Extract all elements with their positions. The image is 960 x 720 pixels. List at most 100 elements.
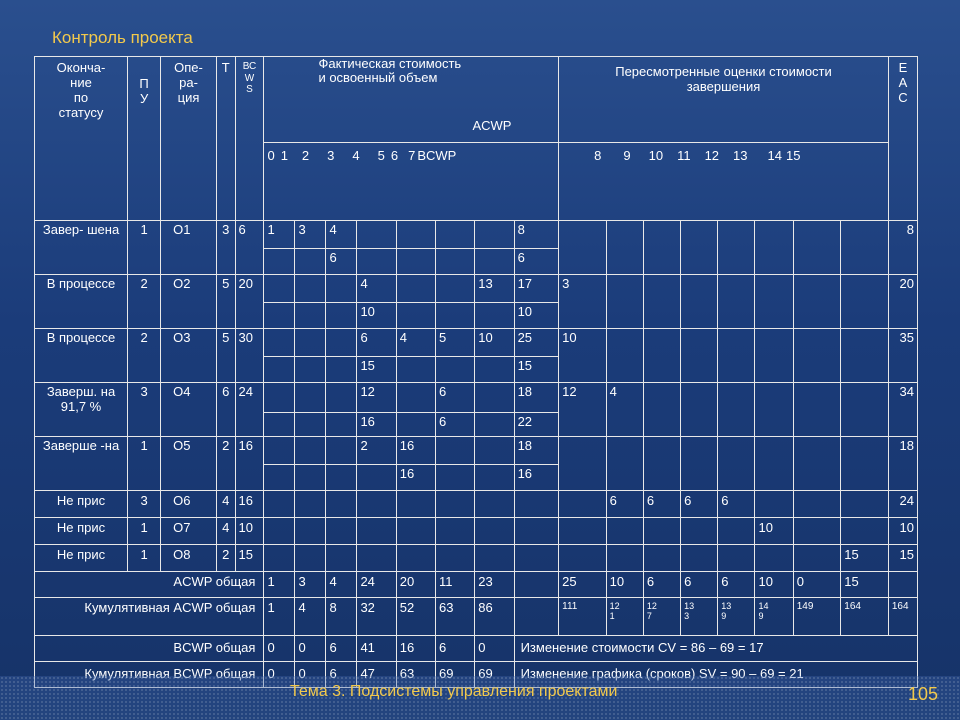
revised-cell <box>792 544 842 572</box>
bcwp-cell <box>395 412 437 437</box>
totals-cell: 111 <box>558 597 607 636</box>
bcwp-cell <box>294 412 327 437</box>
totals-cell: 6 <box>325 635 358 662</box>
table-row: Не прис 1 О7 4 10 10 10 <box>33 517 919 545</box>
bcwp-cell <box>435 248 476 275</box>
revised-cell <box>680 517 719 545</box>
table-row: Не прис 1 О8 2 15 15 15 <box>33 544 919 572</box>
bcwp-cell: 15 <box>356 356 397 383</box>
empty-cell <box>294 544 327 572</box>
status-cell: Не прис <box>33 544 129 572</box>
revised-cell <box>605 328 644 383</box>
totals-cell: 25 <box>558 571 607 598</box>
acwp-cell <box>294 436 327 465</box>
bcwp-cell <box>395 356 437 383</box>
bcwp-cell <box>294 464 327 491</box>
empty-cell <box>474 517 515 545</box>
acwp-cell <box>263 382 296 413</box>
bcwp-cell <box>435 356 476 383</box>
acwp-cell: 25 <box>513 328 560 357</box>
status-cell: Заверш. на 91,7 % <box>33 382 129 437</box>
period-label: 15 <box>785 148 801 163</box>
pu-cell: 2 <box>127 328 162 383</box>
totals-cell: 10 <box>754 571 794 598</box>
bcwp-cell <box>356 464 397 491</box>
acwp-cell: 4 <box>395 328 437 357</box>
revised-cell <box>754 436 794 491</box>
totals-cell: 13 3 <box>680 597 719 636</box>
period-label: 7 <box>408 148 416 163</box>
header-revised-estimates: Пересмотренные оценки стоимости завершен… <box>558 56 889 143</box>
acwp-cell <box>263 436 296 465</box>
acwp-cell: 17 <box>513 274 560 303</box>
bcwp-cell <box>474 248 515 275</box>
pu-cell: 1 <box>127 220 162 275</box>
revised-cell <box>558 517 607 545</box>
bcwp-cell: 16 <box>356 412 397 437</box>
revised-cell <box>717 436 756 491</box>
acwp-cell: 2 <box>356 436 397 465</box>
pu-cell: 1 <box>127 544 162 572</box>
bcws-cell: 24 <box>234 382 265 437</box>
totals-cell: 0 <box>474 635 515 662</box>
header-status: Оконча- ние по статусу <box>33 56 129 221</box>
period-label: BCWP <box>417 148 457 163</box>
acwp-cell <box>325 274 358 303</box>
acwp-cell: 3 <box>294 220 327 249</box>
revised-cell: 6 <box>642 490 682 518</box>
status-cell: Заверше -на <box>33 436 129 491</box>
totals-label: Кумулятивная ACWP общая <box>33 597 265 636</box>
totals-cell: 4 <box>325 571 358 598</box>
acwp-cell <box>356 220 397 249</box>
revised-cell <box>717 328 756 383</box>
project-control-table: Оконча- ние по статусу П У Опе- ра- ция … <box>33 56 919 688</box>
bcwp-cell: 16 <box>395 464 437 491</box>
pu-cell: 1 <box>127 436 162 491</box>
acwp-cell <box>263 328 296 357</box>
period-label: 6 <box>390 148 399 163</box>
empty-cell <box>474 544 515 572</box>
revised-cell <box>792 382 842 437</box>
acwp-cell: 4 <box>356 274 397 303</box>
totals-cell: 14 9 <box>754 597 794 636</box>
totals-cell: 12 1 <box>605 597 644 636</box>
bcws-cell: 10 <box>234 517 265 545</box>
bcwp-cell <box>294 356 327 383</box>
pu-cell: 1 <box>127 517 162 545</box>
revised-cell <box>642 220 682 275</box>
empty-cell <box>294 490 327 518</box>
revised-cell <box>840 328 889 383</box>
totals-cell: 32 <box>356 597 397 636</box>
table-row: Не прис 3 О6 4 16 6 6 6 6 24 <box>33 490 919 518</box>
revised-cell <box>642 544 682 572</box>
operation-cell: О6 <box>160 490 217 518</box>
slide-title: Контроль проекта <box>52 28 193 47</box>
bcws-cell: 16 <box>234 436 265 491</box>
bcws-cell: 30 <box>234 328 265 383</box>
totals-cell: 6 <box>680 571 719 598</box>
bcwp-cell <box>435 464 476 491</box>
status-cell: Не прис <box>33 517 129 545</box>
eac-cell: 34 <box>887 382 919 437</box>
totals-row: Кумулятивная ACWP общая 1 4 8 32 52 63 86 111 12 … <box>33 597 919 636</box>
revised-cell <box>840 490 889 518</box>
bcwp-cell <box>474 412 515 437</box>
revised-cell <box>642 328 682 383</box>
revised-cell <box>754 490 794 518</box>
status-cell: В процессе <box>33 274 129 329</box>
totals-label: BCWP общая <box>33 635 265 662</box>
table-row: 10 10 <box>35 302 918 329</box>
table-row: Заверш. на 91,7 % 3 О4 6 24 12 6 18 12 4 34 <box>33 382 919 437</box>
bcwp-cell <box>474 302 515 329</box>
operation-cell: О8 <box>160 544 217 572</box>
revised-cell <box>642 517 682 545</box>
operation-cell: О3 <box>160 328 217 383</box>
acwp-cell <box>325 436 358 465</box>
period-label: 0 <box>267 148 275 163</box>
bcwp-cell: 6 <box>513 248 560 275</box>
acwp-cell: 4 <box>325 220 358 249</box>
operation-cell: О4 <box>160 382 217 437</box>
acwp-cell: 8 <box>513 220 560 249</box>
empty-cell <box>513 490 560 518</box>
table-row: В процессе 2 О2 5 20 4 13 17 3 20 <box>33 274 919 329</box>
